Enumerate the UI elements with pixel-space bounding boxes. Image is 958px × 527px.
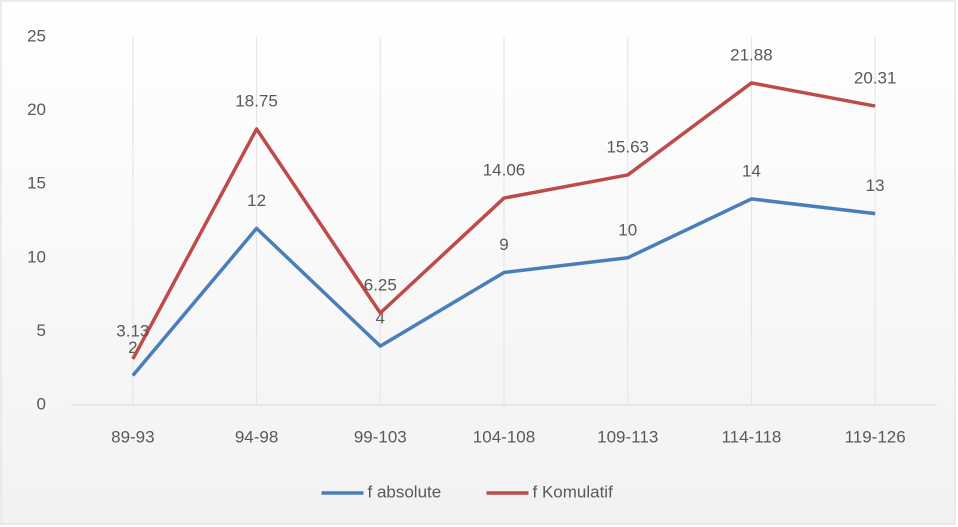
x-tick-label: 109-113 <box>597 427 658 446</box>
data-label: 21.88 <box>730 45 773 64</box>
legend-label: f Komulatif <box>533 482 614 501</box>
data-label: 13 <box>866 176 885 195</box>
y-tick-label: 0 <box>37 394 46 413</box>
legend-label: f absolute <box>368 482 442 501</box>
x-tick-label: 104-108 <box>473 427 535 446</box>
series-line <box>131 81 876 360</box>
x-tick-label: 89-93 <box>111 427 154 446</box>
data-label: 14 <box>742 161 761 180</box>
data-label: 18.75 <box>235 91 278 110</box>
x-tick-label: 99-103 <box>354 427 407 446</box>
data-label: 12 <box>247 191 266 210</box>
data-label: 20.31 <box>854 69 897 88</box>
data-label: 4 <box>376 309 385 328</box>
x-tick-label: 119-126 <box>845 427 906 446</box>
x-tick-label: 94-98 <box>235 427 278 446</box>
y-tick-label: 20 <box>27 100 46 119</box>
y-tick-label: 15 <box>27 174 46 193</box>
data-label: 6.25 <box>364 275 397 294</box>
series-line <box>131 197 876 377</box>
data-label: 14.06 <box>483 161 526 180</box>
data-label: 2 <box>128 338 137 357</box>
data-label: 15.63 <box>606 137 649 156</box>
data-label: 9 <box>499 235 508 254</box>
x-tick-label: 114-118 <box>721 427 781 446</box>
data-label: 10 <box>618 220 637 239</box>
y-tick-label: 10 <box>27 247 46 266</box>
y-tick-label: 25 <box>27 26 46 45</box>
data-label: 3.13 <box>116 321 149 340</box>
y-tick-label: 5 <box>37 321 46 340</box>
